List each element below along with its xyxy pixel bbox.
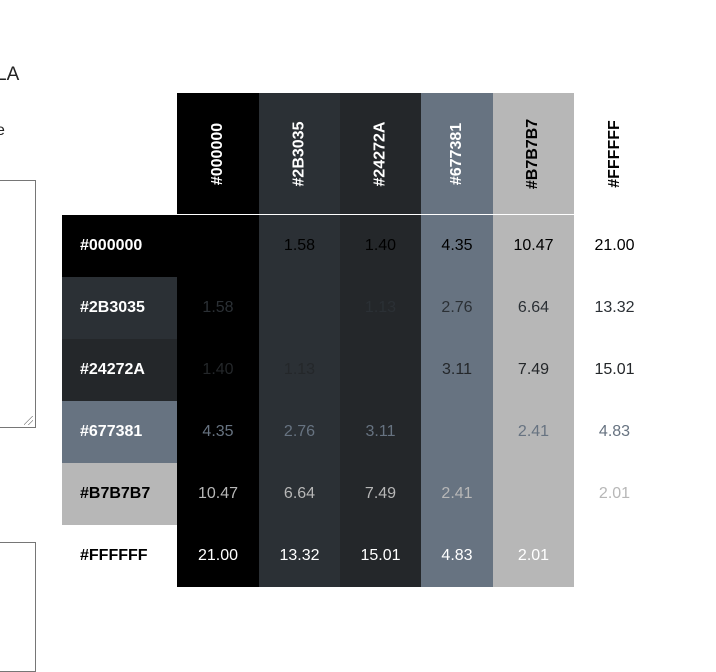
contrast-cell: 15.01 <box>594 361 635 378</box>
contrast-cell: 2.01 <box>598 485 631 502</box>
column-header-4: #B7B7B7 <box>493 93 574 214</box>
contrast-cell: 2.76 <box>421 277 493 339</box>
contrast-cell <box>574 525 655 587</box>
row-label-0: #000000 <box>62 215 177 277</box>
contrast-cell: 21.00 <box>177 525 259 587</box>
contrast-cell: 2.41 <box>493 401 574 463</box>
contrast-cell: 13.32 <box>594 299 635 316</box>
contrast-cell: 3.11 <box>421 339 493 401</box>
contrast-cell: 2.41 <box>421 463 493 525</box>
contrast-cell <box>493 463 574 525</box>
contrast-cell: 3.11 <box>340 401 421 463</box>
contrast-cell: 6.64 <box>259 463 340 525</box>
contrast-cell <box>259 277 340 339</box>
contrast-cell: 4.35 <box>177 401 259 463</box>
row-label-5: #FFFFFF <box>80 547 148 564</box>
column-header-2: #24272A <box>340 93 421 214</box>
contrast-cell: 10.47 <box>493 215 574 277</box>
contrast-cell <box>340 339 421 401</box>
row-label-2: #24272A <box>62 339 177 401</box>
contrast-cell: 7.49 <box>493 339 574 401</box>
column-header-label: #FFFFFF <box>605 119 623 188</box>
contrast-cell: 21.00 <box>594 237 635 254</box>
row-label-1: #2B3035 <box>62 277 177 339</box>
contrast-cell: 6.64 <box>493 277 574 339</box>
column-header-0: #000000 <box>177 93 259 214</box>
contrast-cell: 13.32 <box>259 525 340 587</box>
second-textarea[interactable] <box>0 542 36 672</box>
column-header-label: #677381 <box>447 122 465 185</box>
contrast-cell: 1.13 <box>340 277 421 339</box>
partial-label-text: LA <box>0 64 20 85</box>
contrast-cell: 4.83 <box>421 525 493 587</box>
column-header-1: #2B3035 <box>259 93 340 214</box>
column-header-label: #2B3035 <box>290 121 308 186</box>
contrast-cell: 7.49 <box>340 463 421 525</box>
contrast-cell <box>177 215 259 277</box>
column-header-5: #FFFFFF <box>574 93 655 214</box>
contrast-cell: 1.40 <box>177 339 259 401</box>
contrast-cell: 10.47 <box>177 463 259 525</box>
row-label-4: #B7B7B7 <box>62 463 177 525</box>
partial-label-text-2: e <box>0 122 5 139</box>
contrast-cell: 2.76 <box>259 401 340 463</box>
contrast-cell: 1.40 <box>340 215 421 277</box>
contrast-cell <box>421 401 493 463</box>
resize-handle-icon[interactable] <box>24 416 33 425</box>
color-input-textarea[interactable] <box>0 180 36 428</box>
column-header-label: #24272A <box>371 121 389 186</box>
contrast-cell: 1.58 <box>259 215 340 277</box>
column-header-3: #677381 <box>421 93 493 214</box>
contrast-cell: 2.01 <box>493 525 574 587</box>
contrast-cell: 1.58 <box>177 277 259 339</box>
header-divider <box>177 214 574 215</box>
contrast-cell: 15.01 <box>340 525 421 587</box>
contrast-cell: 1.13 <box>259 339 340 401</box>
column-header-label: #B7B7B7 <box>524 118 542 189</box>
contrast-cell: 4.35 <box>421 215 493 277</box>
contrast-cell: 4.83 <box>598 423 631 440</box>
column-header-label: #000000 <box>208 122 226 185</box>
row-label-3: #677381 <box>62 401 177 463</box>
